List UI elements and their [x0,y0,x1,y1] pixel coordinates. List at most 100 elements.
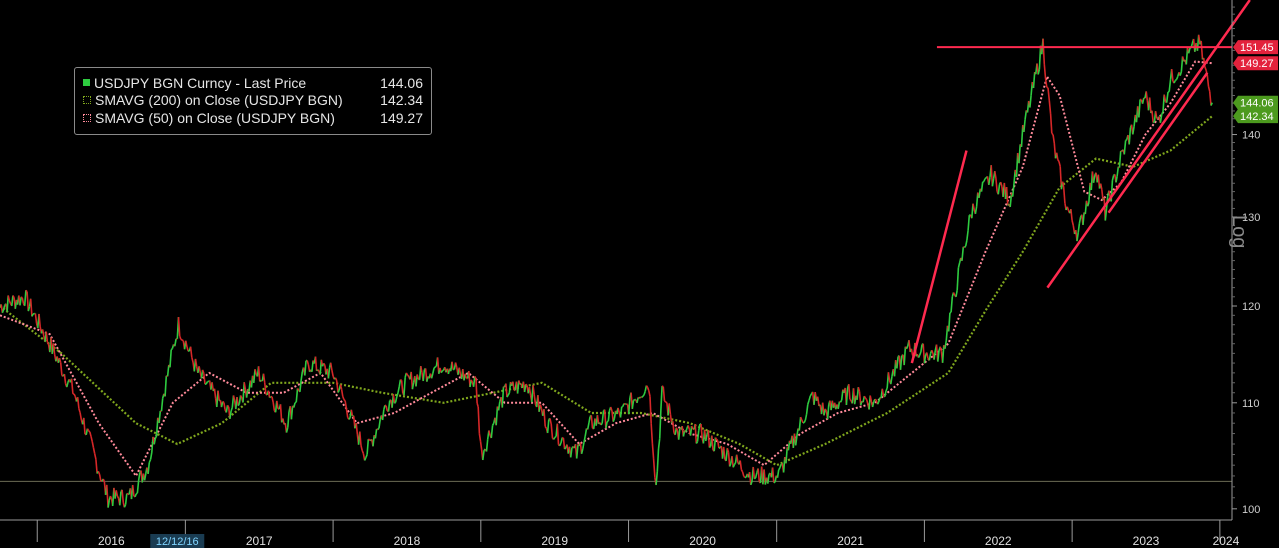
legend-label: SMAVG (50) on Close (USDJPY BGN) [95,109,335,126]
price-segment [1200,40,1204,60]
log-scale-label[interactable]: Log [1228,215,1250,249]
price-segment [1092,175,1096,183]
price-segment [257,366,261,382]
price-segment [612,418,616,422]
chart-legend[interactable]: USDJPY BGN Curncy - Last Price 144.06 SM… [74,67,432,135]
price-segment [1187,47,1191,54]
x-tick-label: 2022 [985,534,1012,548]
price-segment [1179,71,1183,76]
price-segment [262,373,266,383]
price-segment [1,309,5,314]
price-segment [98,474,102,482]
price-segment [272,402,276,411]
price-segment [285,427,289,433]
price-segment [102,478,106,483]
price-segment [957,262,961,268]
price-segment [803,419,807,424]
price-segment [974,206,978,215]
price-segment [677,427,681,440]
price-segment [839,399,843,403]
price-segment [477,406,481,434]
price-segment [476,402,479,408]
price-segment [381,409,385,421]
price-segment [896,356,899,369]
legend-item-sma50[interactable]: SMAVG (50) on Close (USDJPY BGN) 149.27 [83,109,423,127]
price-segment [1165,91,1169,103]
price-segment [400,379,402,382]
price-segment [329,362,333,371]
price-segment [181,339,184,342]
price-segment [633,399,636,402]
price-segment [952,292,956,296]
price-segment [858,391,862,406]
price-segment [937,350,940,362]
price-segment [178,335,182,340]
annotation-layer [910,0,1251,364]
price-segment [271,396,274,403]
price-segment [366,439,370,455]
price-segment [174,338,177,347]
price-segment [1042,38,1046,65]
price-segment [582,442,585,450]
price-segment [984,177,987,180]
price-segment [59,362,63,376]
price-segment [550,423,554,439]
price-segment [743,475,746,479]
price-segment [1062,187,1066,204]
legend-item-sma200[interactable]: SMAVG (200) on Close (USDJPY BGN) 142.34 [83,92,423,110]
price-segment [1128,127,1132,145]
price-segment [1132,126,1135,135]
price-segment [690,425,694,430]
price-segment [1043,64,1047,79]
price-segment [363,457,367,461]
legend-value: 149.27 [380,109,423,126]
price-segment [385,405,389,412]
price-segment [1174,78,1178,82]
price-segment [543,409,546,427]
price-segment [713,437,717,452]
price-segment [342,396,345,400]
price-segment [1055,152,1059,160]
price-segment [648,390,651,397]
price-segment [794,435,798,446]
price-segment [727,452,731,467]
price-segment [779,464,782,469]
price-segment [1206,74,1210,87]
legend-label: SMAVG (200) on Close (USDJPY BGN) [95,92,343,109]
price-segment [656,448,660,472]
price-segment [807,399,810,405]
price-segment [46,341,50,345]
price-segment [121,489,125,503]
price-segment [1057,159,1060,163]
price-segment [70,378,74,394]
price-segment [657,438,661,450]
price-segment [732,464,736,468]
price-segment [243,382,247,390]
price-segment [733,462,737,465]
price-segment [930,349,934,354]
price-segment [491,422,495,426]
price-segment [61,374,64,377]
price-segment [1104,208,1108,221]
price-segment [1123,140,1127,155]
price-segment [331,370,334,377]
price-segment [263,382,267,395]
price-segment [398,379,402,388]
price-segment [299,380,302,392]
price-segment [433,366,436,369]
price-segment [708,445,712,449]
price-segment [739,460,743,470]
price-segment [944,340,948,349]
price-segment [609,406,613,412]
price-segment [479,440,483,450]
price-segment [300,371,304,381]
price-segment [864,397,868,401]
price-segment [849,398,852,402]
price-segment [982,180,985,183]
price-segment [660,385,663,410]
price-segment [617,407,620,413]
price-segment [217,390,220,401]
legend-item-last-price[interactable]: USDJPY BGN Curncy - Last Price 144.06 [83,74,423,92]
